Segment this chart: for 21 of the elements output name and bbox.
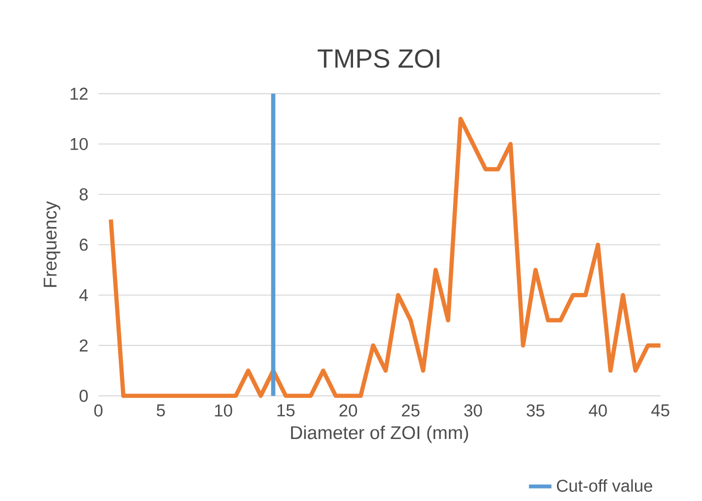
- y-tick-label: 12: [70, 88, 88, 100]
- x-tick-label: 40: [588, 404, 607, 417]
- x-axis-title: Diameter of ZOI (mm): [291, 426, 468, 443]
- x-tick-label: 30: [464, 404, 482, 417]
- x-tick-label: 0: [94, 404, 102, 417]
- y-tick-label: 8: [80, 188, 88, 201]
- y-axis-title: Frequency: [44, 201, 60, 288]
- y-tick-label: 0: [80, 390, 88, 402]
- x-tick-label: 20: [340, 404, 358, 417]
- legend-label: Cut-off value: [556, 479, 652, 492]
- y-tick-label: 10: [70, 138, 88, 150]
- y-tick-label: 6: [80, 238, 88, 251]
- y-tick-label: 2: [80, 340, 88, 352]
- x-tick-label: 45: [651, 404, 670, 417]
- x-tick-label: 25: [402, 404, 420, 417]
- x-tick-label: 15: [277, 404, 295, 417]
- x-tick-label: 10: [215, 404, 232, 417]
- chart-title: TMPS ZOI: [318, 49, 440, 68]
- x-tick-label: 35: [526, 404, 544, 417]
- x-tick-label: 5: [156, 404, 165, 417]
- y-tick-label: 4: [79, 289, 88, 302]
